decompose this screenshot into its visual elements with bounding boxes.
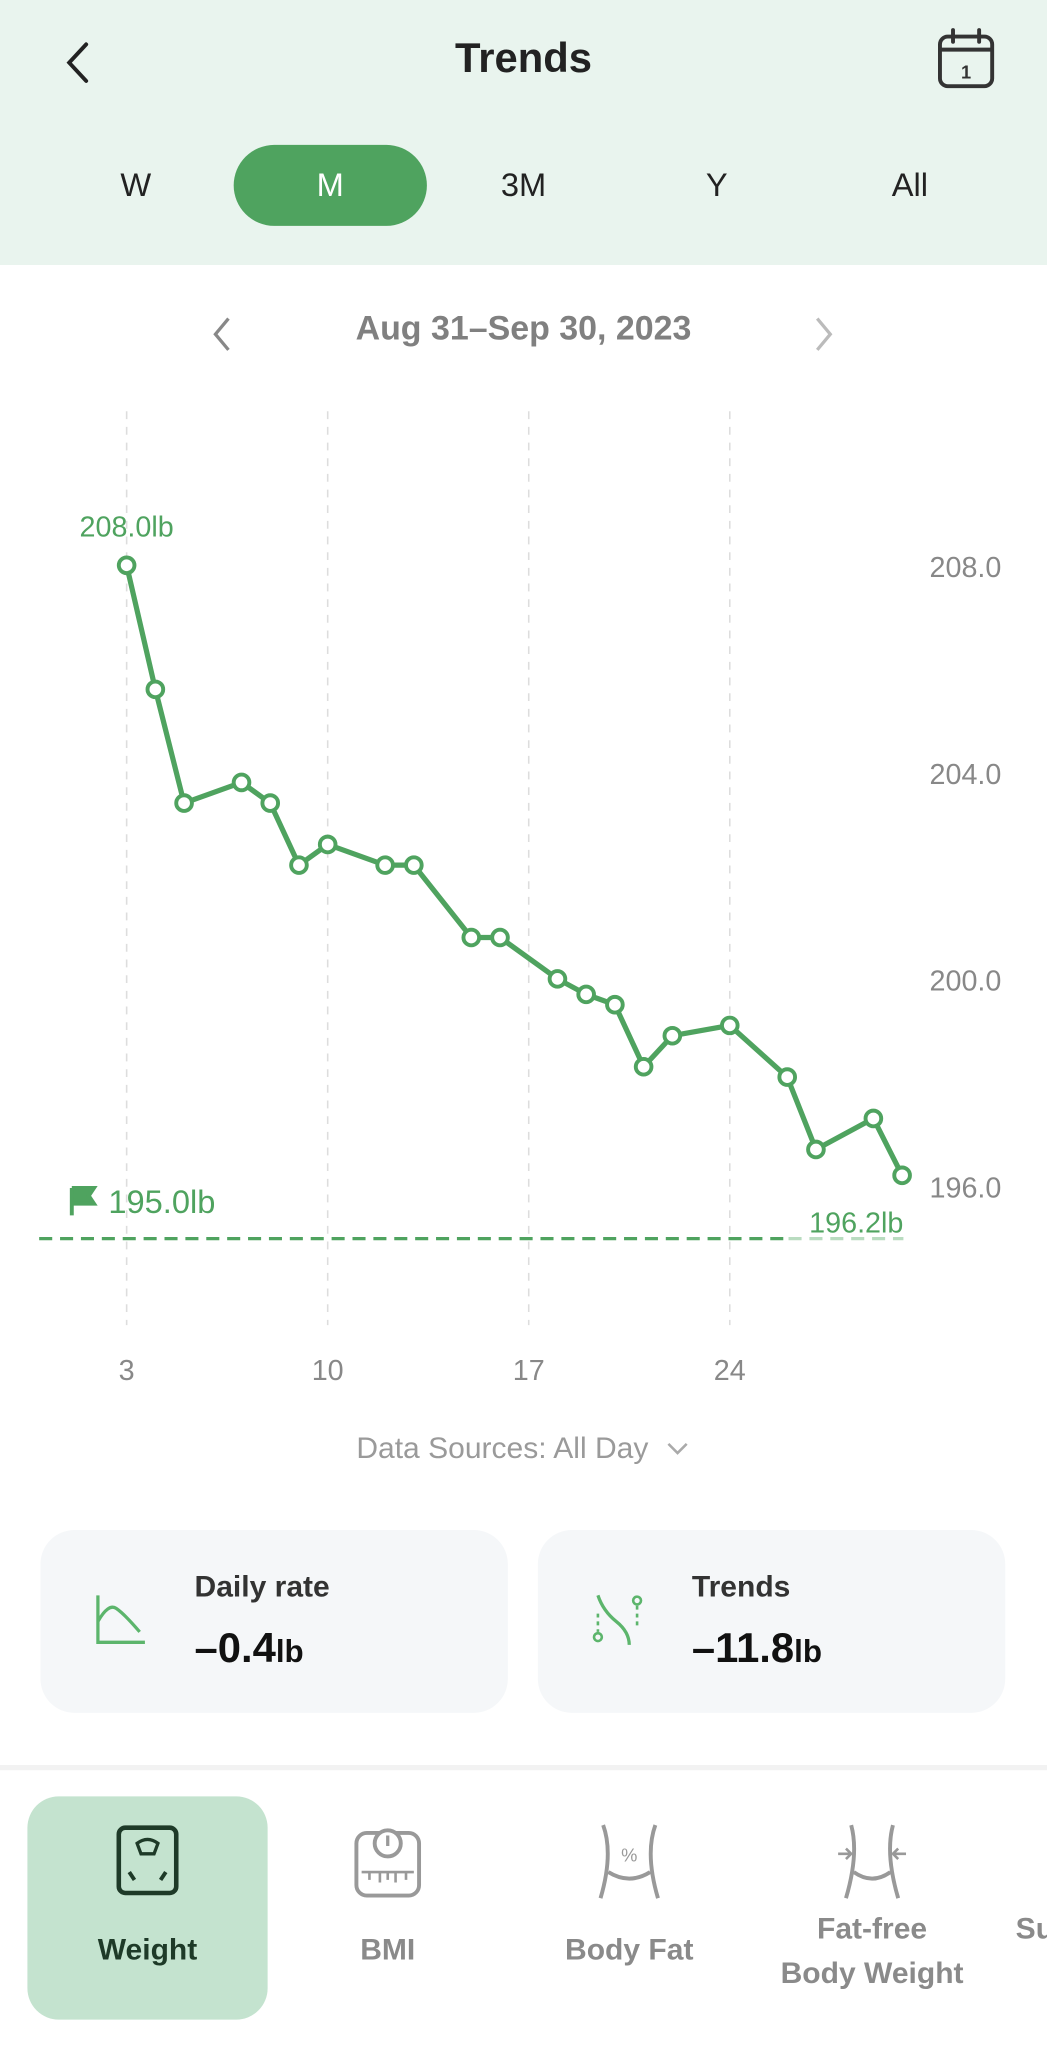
chevron-down-icon	[667, 1442, 688, 1455]
trend-path-icon	[592, 1594, 643, 1646]
card-label: Daily rate	[194, 1569, 330, 1604]
data-point	[145, 679, 166, 700]
tab-label: BMI	[360, 1932, 416, 1967]
date-range: Aug 31–Sep 30, 2023	[355, 308, 692, 348]
tab-body-fat[interactable]: % Body Fat	[509, 1796, 749, 2019]
chevron-left-icon	[213, 317, 230, 351]
svg-text:%: %	[621, 1845, 637, 1866]
x-tick-label: 17	[513, 1355, 545, 1387]
value-unit: lb	[794, 1634, 822, 1670]
y-tick-label: 204.0	[930, 759, 1002, 791]
period-3m[interactable]: 3M	[500, 167, 547, 204]
value-number: –11.8	[691, 1624, 795, 1672]
data-point	[576, 984, 596, 1005]
divider	[0, 1765, 1047, 1771]
y-tick-label: 208.0	[930, 552, 1002, 584]
trends-card[interactable]: Trends –11.8lb	[537, 1530, 1006, 1713]
data-point	[490, 927, 510, 948]
data-point	[863, 1108, 884, 1129]
period-all[interactable]: All	[891, 167, 929, 204]
data-point	[605, 994, 625, 1015]
value-unit: lb	[275, 1634, 304, 1670]
y-tick-label: 196.0	[930, 1172, 1002, 1204]
tab-weight[interactable]: Weight	[27, 1796, 268, 2020]
period-y[interactable]: Y	[705, 167, 728, 204]
calendar-icon: 1	[938, 28, 995, 89]
data-point	[461, 927, 482, 948]
max-label: 208.0lb	[80, 512, 174, 544]
tab-label: Fat-free	[816, 1911, 928, 1946]
tab-label-line2: Body Weight	[780, 1955, 964, 1990]
previous-range-button[interactable]	[202, 308, 241, 360]
header	[0, 0, 1047, 266]
body-fat-icon: %	[598, 1824, 660, 1899]
data-sources-dropdown[interactable]: Data Sources: All Day	[0, 1431, 1047, 1466]
scale-icon	[116, 1825, 179, 1896]
data-point	[289, 855, 309, 875]
x-tick-label: 3	[119, 1355, 135, 1387]
data-sources-label: Data Sources: All Day	[356, 1430, 649, 1465]
data-point	[317, 834, 338, 855]
value-number: –0.4	[194, 1624, 276, 1672]
goal-label: 195.0lb	[108, 1183, 215, 1220]
page-title: Trends	[455, 33, 592, 81]
period-w[interactable]: W	[120, 167, 152, 204]
data-point	[231, 772, 252, 793]
tab-label: Su	[1015, 1911, 1047, 1946]
chevron-left-icon	[66, 42, 89, 83]
rate-curve-icon	[96, 1595, 145, 1644]
data-point	[547, 969, 568, 989]
daily-rate-card[interactable]: Daily rate –0.4lb	[40, 1530, 508, 1713]
tab-bmi[interactable]: BMI	[268, 1796, 508, 2019]
data-point	[260, 793, 281, 813]
data-point	[806, 1139, 826, 1160]
x-tick-label: 10	[312, 1355, 344, 1387]
tab-more[interactable]: Su	[992, 1796, 1047, 2019]
period-m[interactable]: M	[233, 144, 427, 226]
data-point	[375, 855, 395, 875]
data-point	[719, 1015, 740, 1036]
last-value-label: 196.2lb	[809, 1207, 903, 1239]
tab-fat-free-body-weight[interactable]: Fat-free Body Weight	[752, 1796, 992, 2019]
data-point	[404, 855, 424, 875]
data-point	[892, 1165, 912, 1186]
calendar-day: 1	[961, 61, 971, 82]
back-button[interactable]	[52, 37, 104, 89]
weight-chart: 3 10 17 24 208.0 204.0 200.0 196.0 195.0lb 208.0l…	[39, 411, 1002, 1387]
card-value: –0.4lb	[195, 1624, 304, 1672]
data-point	[662, 1025, 683, 1046]
card-value: –11.8lb	[692, 1624, 822, 1672]
data-point	[116, 555, 137, 576]
next-range-button[interactable]	[804, 308, 843, 360]
bmi-scale-icon	[354, 1828, 422, 1898]
data-point	[777, 1067, 798, 1087]
card-label: Trends	[691, 1569, 791, 1604]
y-tick-label: 200.0	[930, 966, 1002, 998]
waist-icon	[838, 1824, 907, 1899]
data-point	[174, 793, 194, 813]
x-tick-label: 24	[714, 1355, 746, 1387]
chevron-right-icon	[815, 317, 833, 351]
flag-icon	[69, 1186, 98, 1216]
calendar-button[interactable]: 1	[935, 26, 998, 91]
tab-label: Weight	[97, 1932, 198, 1967]
tab-label: Body Fat	[565, 1932, 694, 1967]
data-point	[633, 1056, 654, 1077]
